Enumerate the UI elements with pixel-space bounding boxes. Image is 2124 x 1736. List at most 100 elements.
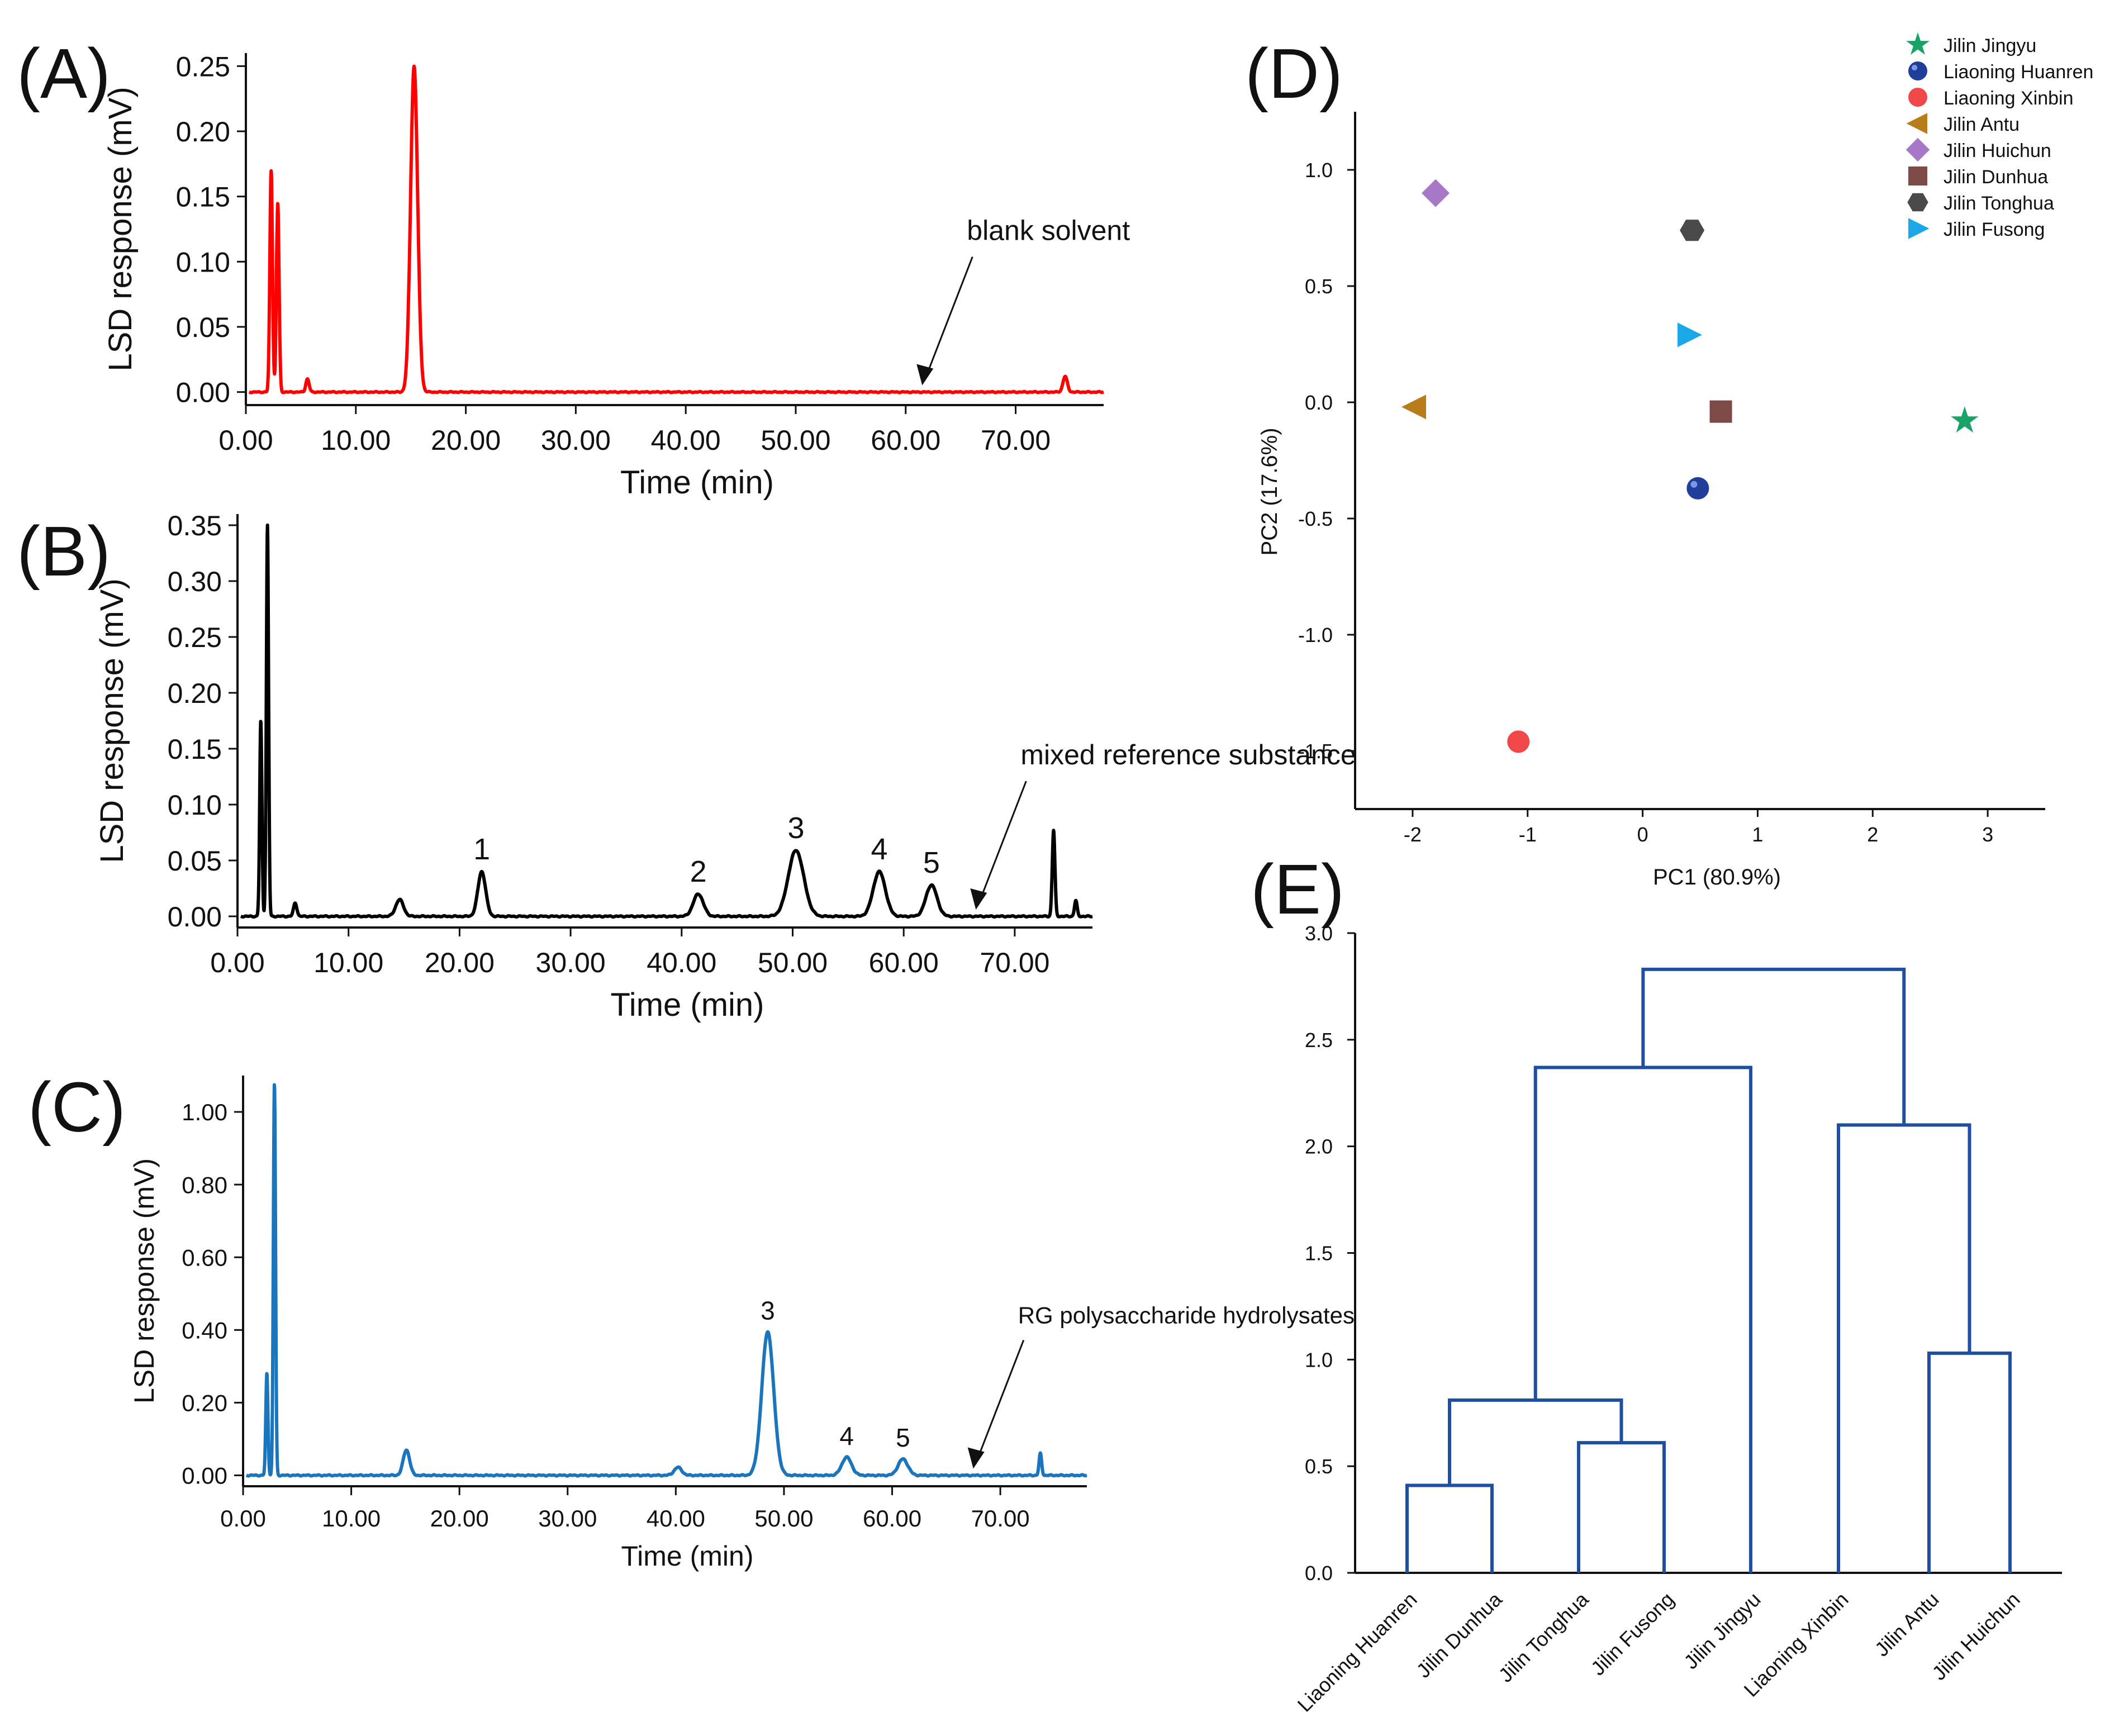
annotation-label: RG polysaccharide hydrolysates bbox=[1018, 1302, 1355, 1328]
annotation-arrow-line bbox=[977, 781, 1027, 906]
x-tick-label: 20.00 bbox=[425, 947, 495, 978]
peak-number-label: 3 bbox=[761, 1296, 775, 1325]
leaf-label: Jilin Huichun bbox=[1927, 1588, 2024, 1685]
peak-number-label: 1 bbox=[473, 833, 490, 866]
x-tick-label: 70.00 bbox=[980, 947, 1049, 978]
peak-number-label: 3 bbox=[787, 811, 804, 845]
legend-label: Jilin Dunhua bbox=[1944, 167, 2048, 188]
scatter-point bbox=[1686, 477, 1709, 500]
y-tick-label: -1.5 bbox=[1298, 740, 1333, 763]
x-tick-label: 40.00 bbox=[647, 947, 716, 978]
panel-label: (A) bbox=[17, 34, 111, 113]
chromatogram-trace bbox=[248, 64, 1105, 394]
panel-label: (D) bbox=[1245, 34, 1343, 113]
legend-marker bbox=[1908, 88, 1927, 107]
y-tick-label: 0.30 bbox=[168, 566, 222, 597]
y-tick-label: 0.20 bbox=[168, 678, 222, 709]
x-tick-label: 1 bbox=[1752, 823, 1763, 846]
annotation-label: blank solvent bbox=[967, 215, 1130, 246]
x-tick-label: 0 bbox=[1637, 823, 1648, 846]
x-tick-label: 60.00 bbox=[871, 425, 940, 456]
x-tick-label: 60.00 bbox=[869, 947, 939, 978]
x-tick-label: 3 bbox=[1982, 823, 1993, 846]
y-axis-title: LSD response (mV) bbox=[102, 87, 139, 371]
y-tick-label: 3.0 bbox=[1305, 922, 1333, 945]
y-tick-label: 0.25 bbox=[168, 622, 222, 653]
annotation-arrow-line bbox=[975, 1339, 1025, 1465]
panel-label: (B) bbox=[17, 512, 111, 591]
x-tick-label: 50.00 bbox=[761, 425, 830, 456]
dendrogram-link bbox=[1577, 1441, 1666, 1573]
y-tick-label: 2.5 bbox=[1305, 1029, 1333, 1052]
y-tick-label: -0.5 bbox=[1298, 507, 1333, 530]
y-tick-label: 0.5 bbox=[1305, 1455, 1333, 1478]
y-tick-label: 0.35 bbox=[168, 510, 222, 541]
y-tick-label: 0.40 bbox=[182, 1317, 227, 1343]
scatter-point bbox=[1422, 179, 1450, 207]
legend-marker bbox=[1906, 113, 1927, 134]
x-tick-label: 50.00 bbox=[754, 1505, 813, 1532]
x-tick-label: 60.00 bbox=[863, 1505, 921, 1532]
legend-marker bbox=[1906, 32, 1930, 55]
x-tick-label: -2 bbox=[1404, 823, 1422, 846]
legend-marker-highlight bbox=[1911, 64, 1918, 71]
annotation-arrow-head bbox=[970, 888, 987, 910]
y-tick-label: 0.20 bbox=[176, 116, 230, 148]
x-tick-label: 50.00 bbox=[758, 947, 828, 978]
panel-label: (E) bbox=[1251, 850, 1344, 929]
dendrogram-link bbox=[1641, 967, 1906, 1125]
peak-number-label: 5 bbox=[923, 846, 940, 879]
y-axis-title: LSD response (mV) bbox=[129, 1158, 160, 1404]
x-tick-label: 10.00 bbox=[322, 1505, 381, 1532]
x-axis-title: Time (min) bbox=[620, 464, 774, 501]
peak-number-label: 2 bbox=[690, 855, 707, 888]
dendrogram-link bbox=[1533, 1066, 1752, 1573]
x-tick-label: 30.00 bbox=[536, 947, 606, 978]
chromatogram-panel-b: 0.00 10.00 20.00 30.00 40.00 50.00 60.00 70.000… bbox=[17, 510, 1356, 1023]
legend-marker bbox=[1906, 137, 1930, 162]
legend-marker bbox=[1908, 218, 1930, 239]
y-tick-label: 0.15 bbox=[176, 182, 230, 213]
leaf-label: Jilin Fusong bbox=[1586, 1588, 1679, 1680]
legend-marker bbox=[1908, 61, 1927, 80]
chromatogram-trace bbox=[239, 523, 1094, 919]
legend-label: Jilin Antu bbox=[1944, 114, 2020, 135]
y-tick-label: 2.0 bbox=[1305, 1135, 1333, 1158]
y-axis-title: LSD response (mV) bbox=[94, 578, 130, 863]
x-tick-label: 40.00 bbox=[647, 1505, 705, 1532]
annotation-arrow-head bbox=[967, 1447, 985, 1469]
legend-label: Jilin Jingyu bbox=[1944, 35, 2036, 56]
dendrogram-panel: 0.0 0.5 1.0 1.5 2.0 2.5 3.0(E) Liaoning Huanren… bbox=[1251, 850, 2062, 1716]
pca-scatter-panel: -2 -1 0 1 2 3 1.0 0.5 0.0 -0.5 -1.0 -1.5 PC1 (80.9%)… bbox=[1245, 32, 2093, 890]
scatter-point bbox=[1401, 394, 1427, 420]
x-tick-label: 0.00 bbox=[218, 425, 273, 456]
x-tick-label: 30.00 bbox=[538, 1505, 597, 1532]
legend-label: Jilin Tonghua bbox=[1944, 193, 2054, 214]
y-tick-label: 0.00 bbox=[176, 377, 230, 408]
x-tick-label: 10.00 bbox=[321, 425, 391, 456]
legend-label: Jilin Fusong bbox=[1944, 219, 2045, 240]
y-tick-label: 0.15 bbox=[168, 734, 222, 765]
x-tick-label: 30.00 bbox=[541, 425, 611, 456]
dendrogram-link bbox=[1405, 1483, 1494, 1573]
leaf-label: Jilin Dunhua bbox=[1412, 1587, 1507, 1682]
legend-marker bbox=[1908, 167, 1927, 186]
legend-label: Jilin Huichun bbox=[1944, 140, 2051, 161]
x-tick-label: 20.00 bbox=[430, 1505, 489, 1532]
annotation-label: mixed reference substance bbox=[1020, 739, 1356, 771]
y-tick-label: 0.0 bbox=[1305, 1562, 1333, 1585]
x-tick-label: 70.00 bbox=[971, 1505, 1030, 1532]
x-axis-title: Time (min) bbox=[611, 987, 764, 1023]
x-tick-label: 20.00 bbox=[431, 425, 501, 456]
peak-number-label: 4 bbox=[871, 833, 887, 866]
y-tick-label: 0.5 bbox=[1305, 275, 1333, 298]
legend-label: Liaoning Huanren bbox=[1944, 61, 2093, 83]
leaf-label: Jilin Jingyu bbox=[1679, 1588, 1765, 1674]
y-tick-label: 1.00 bbox=[182, 1099, 227, 1125]
x-axis-title: Time (min) bbox=[621, 1540, 753, 1572]
y-tick-label: 0.80 bbox=[182, 1172, 227, 1198]
y-tick-label: 0.60 bbox=[182, 1244, 227, 1271]
x-tick-label: 0.00 bbox=[210, 947, 264, 978]
y-tick-label: 0.10 bbox=[176, 246, 230, 278]
